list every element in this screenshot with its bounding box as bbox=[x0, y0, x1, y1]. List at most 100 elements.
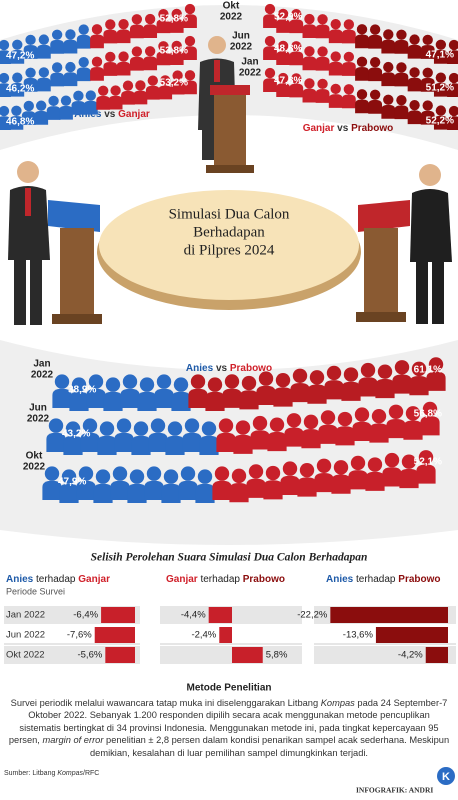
crowd-person-head bbox=[0, 105, 10, 117]
crowd-person bbox=[216, 432, 236, 452]
period: Jan 2022 bbox=[6, 610, 45, 621]
crowd-person-head bbox=[122, 80, 134, 91]
crowd-person bbox=[365, 471, 385, 491]
crowd-person bbox=[250, 430, 270, 450]
crowd-person bbox=[144, 480, 164, 500]
crowd-person-head bbox=[360, 362, 376, 378]
crowd-person-head bbox=[98, 85, 109, 96]
crowd-person-head bbox=[105, 51, 116, 63]
crowd-person bbox=[0, 50, 11, 64]
header-part: Ganjar bbox=[78, 574, 110, 585]
percent-label: 48,8% bbox=[274, 44, 302, 55]
crowd-person-head bbox=[448, 39, 458, 51]
crowd-person-head bbox=[394, 360, 410, 375]
crowd-person-head bbox=[173, 377, 189, 392]
crowd-person-head bbox=[317, 78, 328, 90]
center-title: di Pilpres 2024 bbox=[184, 242, 275, 258]
crowd-person bbox=[447, 116, 458, 130]
crowd-person bbox=[302, 56, 317, 71]
crowd-person-head bbox=[184, 418, 200, 433]
crowd-person-head bbox=[448, 72, 458, 84]
crowd-person bbox=[127, 483, 147, 503]
crowd-person-head bbox=[422, 100, 433, 111]
crowd-person-head bbox=[343, 19, 355, 30]
crowd-person bbox=[0, 83, 11, 97]
crowd-person bbox=[315, 89, 330, 103]
matchup-label: Ganjar vs Prabowo bbox=[303, 123, 394, 134]
crowd-person bbox=[212, 480, 232, 500]
crowd-person bbox=[399, 468, 419, 489]
crowd-person-head bbox=[105, 19, 116, 30]
crowd-person-head bbox=[396, 94, 407, 106]
crowd-person bbox=[222, 388, 242, 408]
period-year: 2022 bbox=[239, 68, 262, 79]
crowd-person bbox=[10, 49, 25, 64]
crowd-person-head bbox=[78, 56, 89, 68]
crowd-person-head bbox=[38, 34, 50, 45]
method-title: Metode Penelitian bbox=[186, 683, 271, 694]
crowd-person-head bbox=[184, 70, 196, 81]
center-title: Simulasi Dua Calon bbox=[169, 206, 290, 222]
crowd-person bbox=[36, 44, 51, 59]
crowd-person-head bbox=[167, 421, 183, 436]
row-band bbox=[314, 646, 456, 664]
crowd-person bbox=[156, 19, 171, 34]
header-part: Prabowo bbox=[243, 574, 285, 585]
crowd-person-head bbox=[163, 469, 179, 484]
crowd-person-head bbox=[248, 464, 264, 479]
crowd-person bbox=[63, 39, 78, 54]
crowd-person bbox=[183, 14, 197, 28]
crowd-person-head bbox=[156, 374, 172, 389]
crowd-person bbox=[433, 115, 448, 130]
crowd-person bbox=[328, 29, 343, 44]
percent-label: 53,2% bbox=[160, 78, 188, 89]
crowd-person-head bbox=[99, 421, 115, 436]
crowd-person bbox=[165, 435, 185, 455]
crowd-person-head bbox=[304, 46, 315, 57]
crowd-person-head bbox=[356, 89, 368, 100]
text: pada 24 September-7 Oktober 2022. Sebany… bbox=[8, 698, 448, 746]
crowd-person-head bbox=[139, 377, 155, 392]
header-part: Anies bbox=[326, 574, 354, 585]
crowd-person bbox=[129, 24, 144, 39]
crowd-person-head bbox=[317, 46, 328, 57]
crowd-person bbox=[403, 420, 423, 440]
period-year: 2022 bbox=[220, 12, 243, 23]
crowd-person-head bbox=[131, 14, 143, 25]
crowd-person bbox=[50, 72, 65, 87]
crowd-person bbox=[280, 475, 300, 495]
crowd-person-head bbox=[435, 72, 447, 83]
crowd-person bbox=[188, 388, 208, 408]
row-band bbox=[160, 646, 302, 664]
percent-label: 56,8% bbox=[414, 409, 442, 420]
crowd-person-head bbox=[65, 421, 81, 436]
period: Okt 2022 bbox=[6, 650, 45, 661]
vs: vs bbox=[216, 363, 228, 374]
crowd-person bbox=[80, 432, 100, 452]
percent-label: 38,9% bbox=[68, 385, 96, 396]
percent-label: 52,8% bbox=[160, 14, 188, 25]
crowd-person-head bbox=[23, 100, 34, 112]
crowd-person bbox=[69, 391, 89, 411]
crowd-person-head bbox=[356, 24, 368, 35]
crowd-person bbox=[137, 391, 157, 411]
crowd-person-head bbox=[388, 404, 404, 419]
crowd-person bbox=[90, 34, 104, 49]
crowd-person bbox=[394, 72, 409, 87]
source: Sumber: Litbang Kompas/RFC bbox=[4, 770, 99, 777]
crowd-person bbox=[315, 56, 330, 71]
crowd-person bbox=[71, 101, 86, 115]
crowd-person bbox=[335, 426, 355, 446]
crowd-person-head bbox=[48, 95, 59, 107]
crowd-person-head bbox=[118, 19, 129, 30]
crowd-person-head bbox=[304, 78, 315, 89]
diff-bar bbox=[375, 627, 448, 643]
crowd-person-head bbox=[133, 421, 149, 436]
crowd-person bbox=[110, 480, 130, 500]
crowd-person-head bbox=[330, 19, 341, 30]
crowd-person-head bbox=[122, 374, 138, 389]
crowd-person bbox=[263, 78, 277, 92]
percent-label: 46,8% bbox=[6, 117, 34, 128]
credit: INFOGRAFIK: ANDRI bbox=[356, 786, 433, 795]
text-italic: margin of error bbox=[42, 735, 104, 746]
